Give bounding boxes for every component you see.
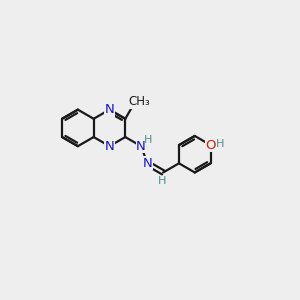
Text: H: H (143, 135, 152, 145)
Text: CH₃: CH₃ (129, 95, 151, 108)
Text: O: O (205, 139, 216, 152)
Text: N: N (136, 140, 146, 153)
Text: H: H (216, 139, 224, 148)
Text: N: N (105, 103, 114, 116)
Text: H: H (158, 176, 166, 186)
Text: N: N (105, 140, 114, 153)
Text: N: N (142, 157, 152, 170)
